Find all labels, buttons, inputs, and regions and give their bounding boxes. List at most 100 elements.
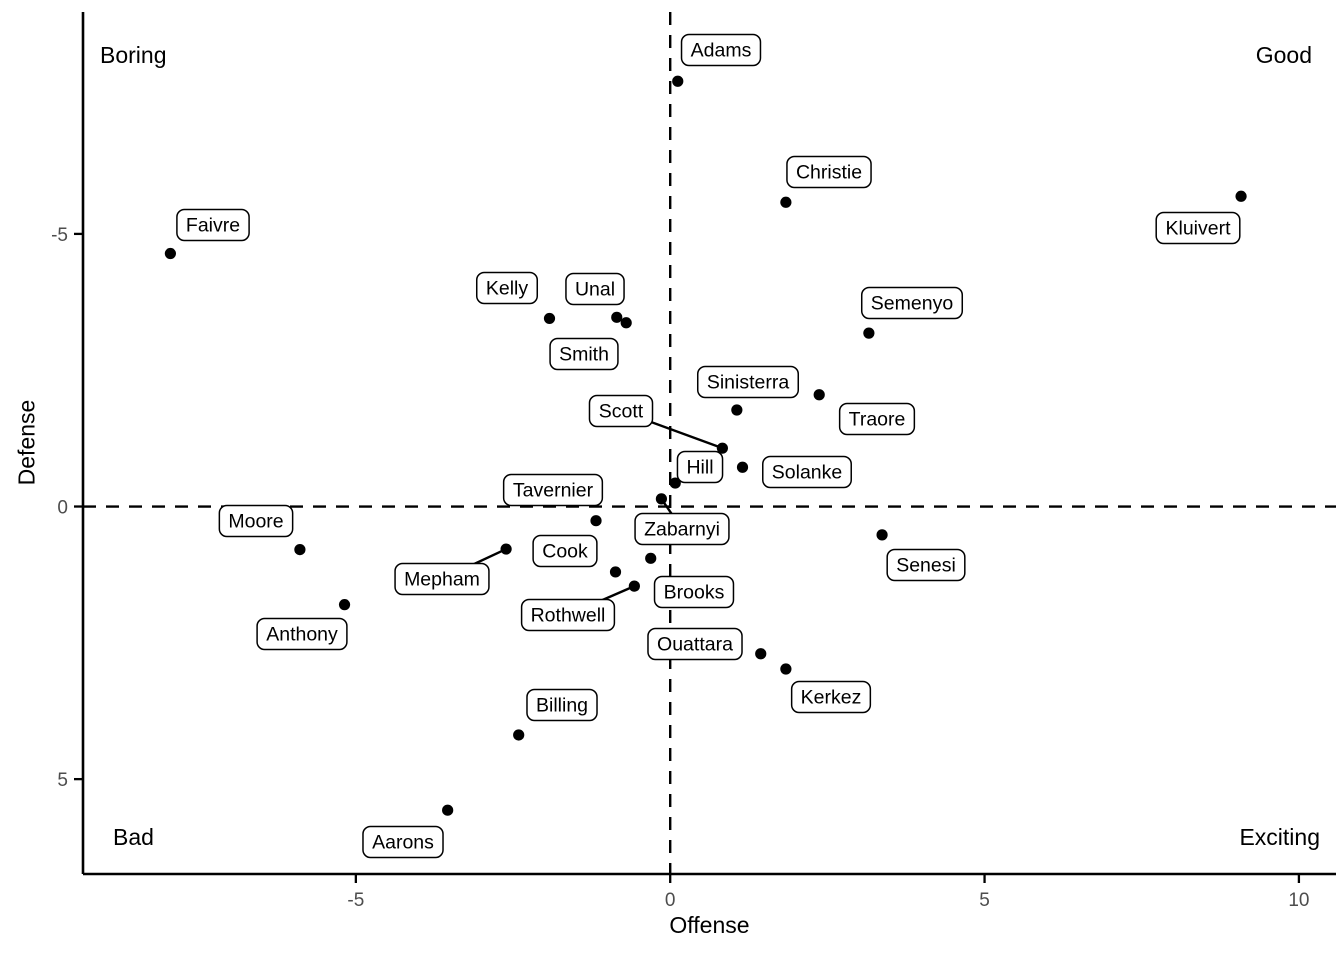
quadrant-label-bad: Bad — [113, 824, 154, 850]
label-box-tavernier — [502, 473, 604, 507]
label-hill: Hill — [676, 450, 724, 484]
quadrant-label-boring: Boring — [100, 42, 167, 68]
label-kerkez: Kerkez — [790, 680, 872, 714]
label-box-unal — [565, 272, 625, 306]
x-tick-label: -5 — [347, 890, 364, 911]
point-ouattara — [755, 648, 767, 660]
label-box-senesi — [886, 548, 966, 582]
point-zabarnyi — [655, 493, 668, 505]
label-box-anthony — [256, 617, 348, 651]
point-senesi — [876, 529, 888, 541]
point-tavernier — [590, 515, 602, 527]
x-tick-label: 10 — [1288, 890, 1309, 911]
y-tick-label: 5 — [57, 770, 68, 791]
point-scott — [716, 442, 728, 454]
label-text-faivre: Faivre — [186, 215, 240, 237]
label-text-tavernier: Tavernier — [513, 480, 594, 502]
x-tick-label: 0 — [665, 890, 676, 911]
label-tavernier: Tavernier — [502, 473, 604, 507]
label-text-brooks: Brooks — [664, 582, 725, 604]
label-text-anthony: Anthony — [266, 624, 338, 646]
label-adams: Adams — [680, 33, 762, 67]
label-box-christie — [786, 155, 872, 189]
label-box-mepham — [394, 562, 490, 596]
label-kluivert: Kluivert — [1155, 211, 1241, 245]
label-box-smith — [549, 337, 619, 371]
label-box-scott — [588, 394, 654, 428]
label-text-cook: Cook — [542, 541, 588, 563]
label-box-solanke — [762, 455, 852, 489]
y-tick-label: -5 — [51, 225, 68, 246]
label-text-senesi: Senesi — [896, 555, 956, 577]
label-ouattara: Ouattara — [647, 627, 743, 661]
label-text-moore: Moore — [228, 511, 283, 533]
label-box-billing — [526, 688, 598, 722]
point-mepham — [500, 543, 512, 555]
label-senesi: Senesi — [886, 548, 966, 582]
point-sinisterra — [731, 404, 743, 416]
label-box-hill — [676, 450, 724, 484]
point-smith — [620, 317, 632, 329]
label-unal: Unal — [565, 272, 625, 306]
label-box-kerkez — [790, 680, 872, 714]
point-rothwell — [628, 580, 640, 592]
point-moore — [294, 543, 306, 556]
point-faivre — [164, 247, 176, 260]
label-box-traore — [838, 402, 916, 436]
label-faivre: Faivre — [176, 208, 250, 242]
label-box-aarons — [362, 825, 444, 859]
label-box-adams — [680, 33, 762, 67]
label-box-cook — [532, 534, 598, 568]
point-brooks — [645, 552, 657, 564]
label-box-ouattara — [647, 627, 743, 661]
label-text-traore: Traore — [849, 409, 906, 431]
label-christie: Christie — [786, 155, 872, 189]
label-moore: Moore — [218, 504, 294, 538]
label-cook: Cook — [532, 534, 598, 568]
label-text-scott: Scott — [599, 401, 644, 423]
label-text-smith: Smith — [559, 344, 609, 366]
label-solanke: Solanke — [762, 455, 852, 489]
label-zabarnyi: Zabarnyi — [634, 512, 730, 546]
label-smith: Smith — [549, 337, 619, 371]
y-axis-title: Defense — [13, 399, 40, 486]
label-rothwell: Rothwell — [520, 598, 616, 632]
label-text-aarons: Aarons — [372, 832, 434, 854]
label-text-kelly: Kelly — [486, 278, 529, 300]
point-kerkez — [780, 663, 792, 675]
label-traore: Traore — [838, 402, 916, 436]
point-billing — [513, 729, 525, 741]
quadrant-label-good: Good — [1255, 42, 1312, 68]
label-text-rothwell: Rothwell — [531, 605, 606, 627]
label-box-sinisterra — [696, 365, 800, 399]
label-text-adams: Adams — [691, 40, 752, 62]
point-semenyo — [863, 327, 875, 339]
label-billing: Billing — [526, 688, 598, 722]
point-cook — [609, 566, 622, 578]
label-text-semenyo: Semenyo — [871, 293, 954, 315]
label-box-semenyo — [860, 286, 964, 320]
label-brooks: Brooks — [653, 575, 735, 609]
label-text-solanke: Solanke — [772, 462, 842, 484]
point-christie — [780, 196, 792, 208]
quadrant-label-exciting: Exciting — [1239, 824, 1320, 850]
point-unal — [611, 311, 623, 323]
point-aarons — [442, 804, 454, 816]
label-text-mepham: Mepham — [404, 569, 480, 591]
label-kelly: Kelly — [475, 271, 539, 305]
label-text-zabarnyi: Zabarnyi — [644, 519, 720, 541]
label-text-billing: Billing — [536, 695, 588, 717]
label-box-faivre — [176, 208, 250, 242]
label-box-zabarnyi — [634, 512, 730, 546]
label-text-sinisterra: Sinisterra — [707, 372, 790, 394]
label-box-brooks — [653, 575, 735, 609]
label-mepham: Mepham — [394, 562, 490, 596]
label-text-ouattara: Ouattara — [657, 634, 733, 656]
point-adams — [672, 75, 684, 87]
point-hill — [669, 477, 681, 489]
label-text-kluivert: Kluivert — [1165, 218, 1231, 240]
label-box-kelly — [475, 271, 539, 305]
label-box-rothwell — [520, 598, 616, 632]
